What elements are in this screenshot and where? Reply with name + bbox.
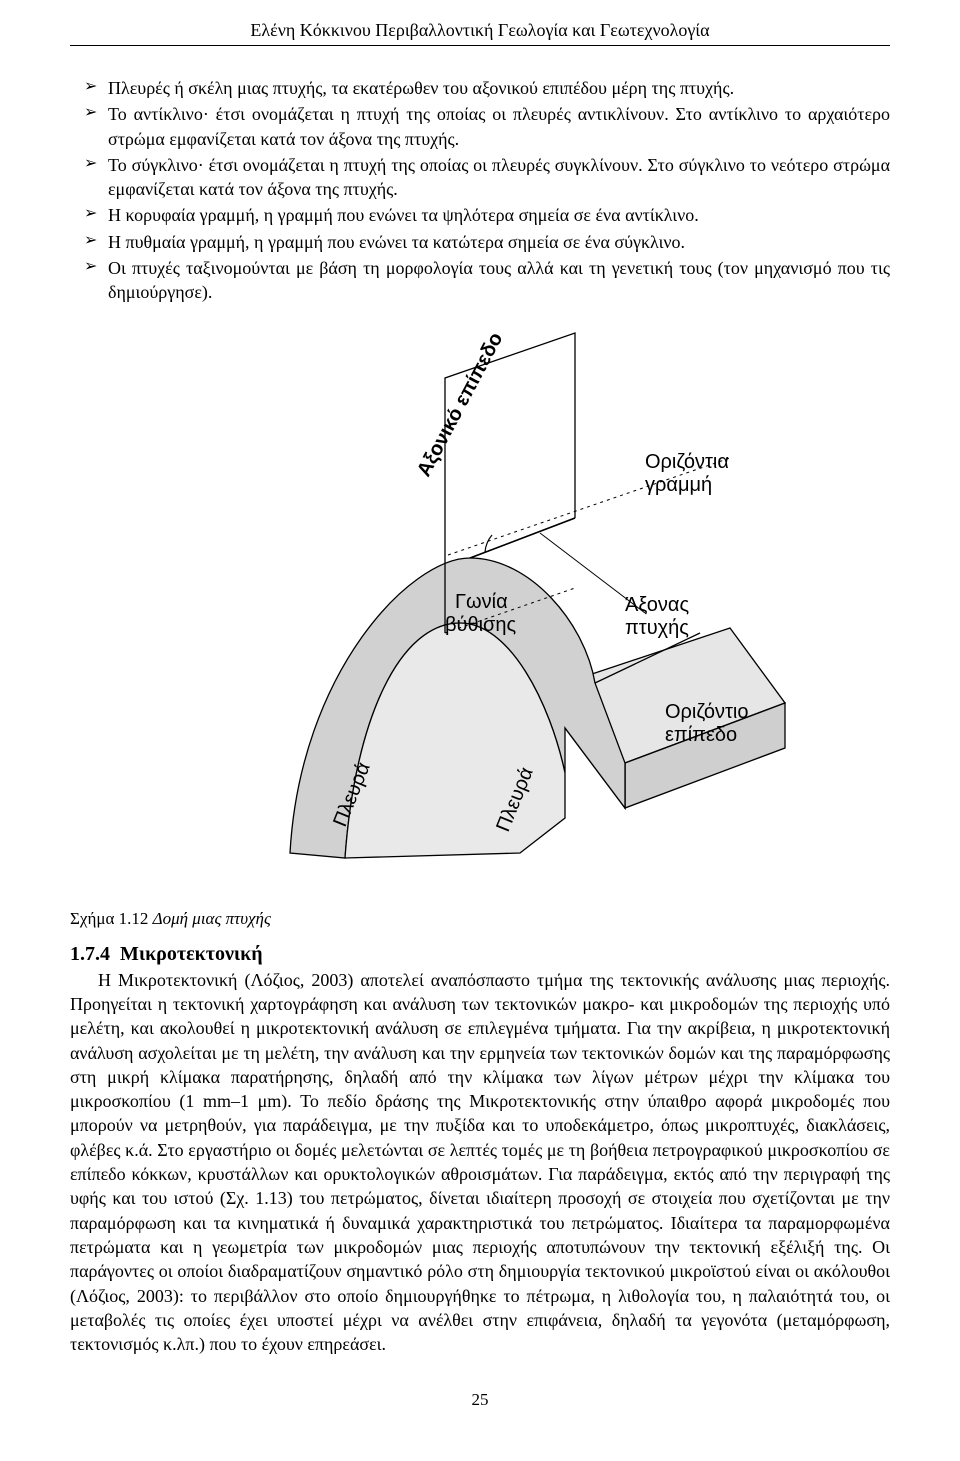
label-horizontal-plane-1: Οριζόντιο — [665, 701, 748, 723]
section-title: Μικροτεκτονική — [120, 943, 263, 965]
section-number: 1.7.4 — [70, 943, 110, 965]
label-axial-plane: Αξονικό επίπεδο — [413, 329, 507, 480]
fold-axis-line — [470, 518, 575, 558]
figure-caption: Σχήμα 1.12 Δομή μιας πτυχής — [70, 909, 890, 929]
label-plunge-2: βύθισης — [445, 614, 516, 636]
body-content: Η Μικροτεκτονική (Λόζιος, 2003) αποτελεί… — [70, 970, 890, 1354]
label-plunge-1: Γωνία — [455, 591, 508, 613]
bullet-item: Η κορυφαία γραμμή, η γραμμή που ενώνει τ… — [84, 203, 890, 227]
bullet-item: Οι πτυχές ταξινομούνται με βάση τη μορφο… — [84, 256, 890, 305]
page-header: Ελένη Κόκκινου Περιβαλλοντική Γεωλογία κ… — [70, 20, 890, 46]
bullet-item: Πλευρές ή σκέλη μιας πτυχής, τα εκατέρωθ… — [84, 76, 890, 100]
page-number: 25 — [70, 1390, 890, 1410]
label-horizontal-line-2: γραμμή — [645, 474, 712, 496]
bullet-item: Το σύγκλινο· έτσι ονομάζεται η πτυχή της… — [84, 153, 890, 202]
label-horizontal-plane-2: επίπεδο — [665, 724, 737, 746]
section-heading: 1.7.4 Μικροτεκτονική — [70, 943, 890, 966]
caption-prefix: Σχήμα 1.12 — [70, 909, 153, 928]
label-fold-axis-1: Άξονας — [625, 594, 689, 616]
caption-text: Δομή μιας πτυχής — [153, 909, 271, 928]
fold-diagram: Αξονικό επίπεδο Οριζόντια γραμμή Γωνία β… — [170, 323, 790, 883]
bullet-list: Πλευρές ή σκέλη μιας πτυχής, τα εκατέρωθ… — [70, 76, 890, 305]
body-paragraph: Η Μικροτεκτονική (Λόζιος, 2003) αποτελεί… — [70, 968, 890, 1357]
bullet-item: Το αντίκλινο· έτσι ονομάζεται η πτυχή τη… — [84, 102, 890, 151]
label-horizontal-line-1: Οριζόντια — [645, 451, 729, 473]
bullet-item: Η πυθμαία γραμμή, η γραμμή που ενώνει τα… — [84, 230, 890, 254]
label-fold-axis-2: πτυχής — [625, 617, 689, 639]
